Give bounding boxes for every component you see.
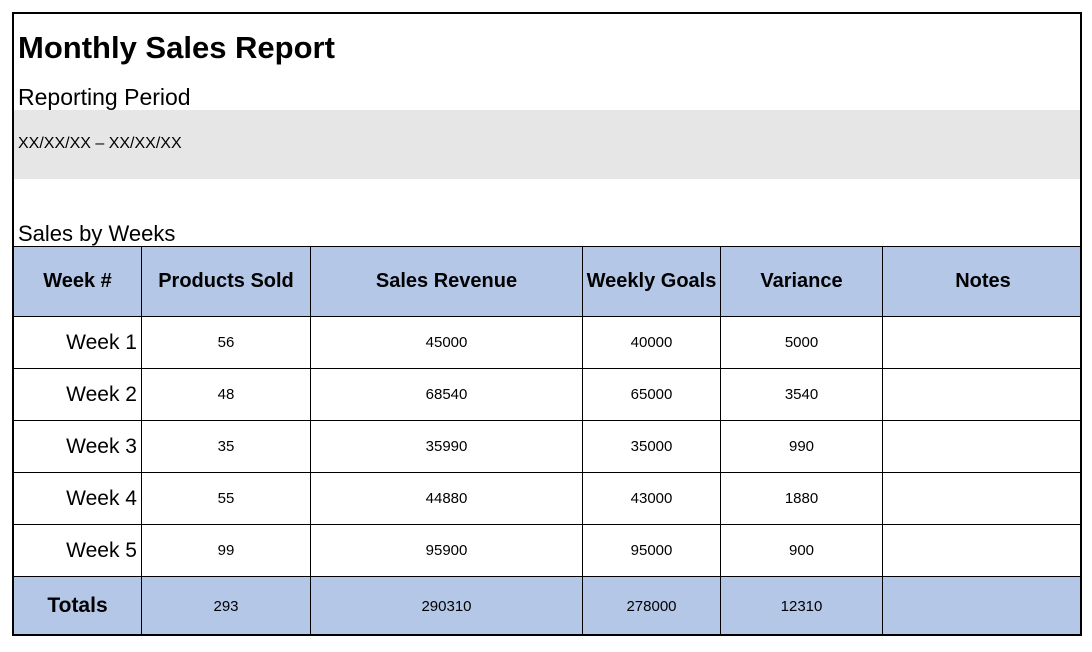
column-header-week[interactable]: Week # xyxy=(14,246,142,317)
column-header-weekly-goals[interactable]: Weekly Goals xyxy=(582,246,721,317)
report-title: Monthly Sales Report xyxy=(18,30,335,65)
total-notes[interactable] xyxy=(882,576,1080,634)
table-header-row: Week # Products Sold Sales Revenue Weekl… xyxy=(14,246,1080,317)
cell-products-sold[interactable]: 48 xyxy=(141,368,311,421)
reporting-period-label: Reporting Period xyxy=(18,84,191,110)
cell-sales-revenue[interactable]: 95900 xyxy=(310,524,583,577)
report-sheet: Monthly Sales Report Reporting Period XX… xyxy=(12,12,1082,636)
table-row: Week 5 99 95900 95000 900 xyxy=(14,524,1080,577)
cell-products-sold[interactable]: 35 xyxy=(141,420,311,473)
total-sales-revenue[interactable]: 290310 xyxy=(310,576,583,634)
cell-weekly-goals[interactable]: 65000 xyxy=(582,368,721,421)
cell-weekly-goals[interactable]: 43000 xyxy=(582,472,721,525)
column-header-products-sold[interactable]: Products Sold xyxy=(141,246,311,317)
cell-variance[interactable]: 900 xyxy=(720,524,883,577)
cell-notes[interactable] xyxy=(882,524,1080,577)
total-variance[interactable]: 12310 xyxy=(720,576,883,634)
total-products-sold[interactable]: 293 xyxy=(141,576,311,634)
cell-weekly-goals[interactable]: 40000 xyxy=(582,316,721,369)
table-row: Week 3 35 35990 35000 990 xyxy=(14,420,1080,473)
cell-week[interactable]: Week 4 xyxy=(14,472,142,525)
cell-variance[interactable]: 1880 xyxy=(720,472,883,525)
cell-variance[interactable]: 5000 xyxy=(720,316,883,369)
cell-notes[interactable] xyxy=(882,472,1080,525)
cell-weekly-goals[interactable]: 95000 xyxy=(582,524,721,577)
sales-table: Week # Products Sold Sales Revenue Weekl… xyxy=(14,246,1080,634)
totals-row: Totals 293 290310 278000 12310 xyxy=(14,576,1080,634)
cell-variance[interactable]: 990 xyxy=(720,420,883,473)
cell-week[interactable]: Week 2 xyxy=(14,368,142,421)
column-header-variance[interactable]: Variance xyxy=(720,246,883,317)
cell-sales-revenue[interactable]: 44880 xyxy=(310,472,583,525)
cell-sales-revenue[interactable]: 68540 xyxy=(310,368,583,421)
column-header-sales-revenue[interactable]: Sales Revenue xyxy=(310,246,583,317)
total-weekly-goals[interactable]: 278000 xyxy=(582,576,721,634)
table-row: Week 1 56 45000 40000 5000 xyxy=(14,316,1080,369)
cell-products-sold[interactable]: 99 xyxy=(141,524,311,577)
reporting-period-value[interactable]: XX/XX/XX – XX/XX/XX xyxy=(18,135,182,152)
cell-variance[interactable]: 3540 xyxy=(720,368,883,421)
column-header-notes[interactable]: Notes xyxy=(882,246,1080,317)
cell-sales-revenue[interactable]: 35990 xyxy=(310,420,583,473)
table-row: Week 2 48 68540 65000 3540 xyxy=(14,368,1080,421)
cell-products-sold[interactable]: 55 xyxy=(141,472,311,525)
sales-by-weeks-label: Sales by Weeks xyxy=(18,221,176,246)
cell-week[interactable]: Week 1 xyxy=(14,316,142,369)
cell-notes[interactable] xyxy=(882,316,1080,369)
cell-notes[interactable] xyxy=(882,420,1080,473)
reporting-period-band: XX/XX/XX – XX/XX/XX xyxy=(14,110,1080,179)
totals-label[interactable]: Totals xyxy=(14,576,142,634)
cell-week[interactable]: Week 5 xyxy=(14,524,142,577)
cell-weekly-goals[interactable]: 35000 xyxy=(582,420,721,473)
cell-sales-revenue[interactable]: 45000 xyxy=(310,316,583,369)
cell-week[interactable]: Week 3 xyxy=(14,420,142,473)
table-row: Week 4 55 44880 43000 1880 xyxy=(14,472,1080,525)
cell-products-sold[interactable]: 56 xyxy=(141,316,311,369)
cell-notes[interactable] xyxy=(882,368,1080,421)
